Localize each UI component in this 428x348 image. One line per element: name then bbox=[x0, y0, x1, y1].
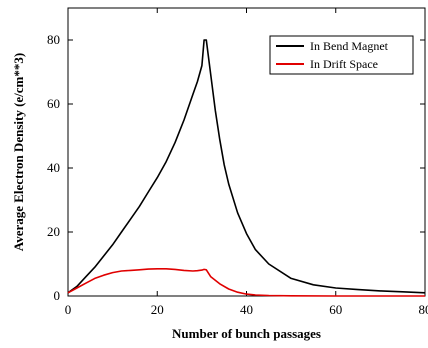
y-axis-title: Average Electron Density (e/cm**3) bbox=[11, 53, 26, 251]
series-line-in-drift-space bbox=[67, 267, 425, 297]
y-tick-label: 80 bbox=[47, 32, 60, 47]
legend: In Bend Magnet In Drift Space bbox=[269, 35, 414, 75]
x-tick-label: 80 bbox=[419, 302, 428, 317]
series-layer bbox=[67, 39, 426, 297]
axis-ticks: 0 20 40 60 80 0 20 40 60 80 bbox=[47, 8, 428, 317]
x-tick-label: 60 bbox=[329, 302, 342, 317]
series-line-in-bend-magnet bbox=[67, 39, 426, 294]
y-tick-label: 60 bbox=[47, 96, 60, 111]
legend-label-drift-space: In Drift Space bbox=[310, 57, 378, 71]
x-tick-label: 40 bbox=[240, 302, 253, 317]
x-tick-label: 20 bbox=[151, 302, 164, 317]
y-tick-label: 0 bbox=[54, 288, 61, 303]
y-tick-label: 20 bbox=[47, 224, 60, 239]
legend-label-bend-magnet: In Bend Magnet bbox=[310, 39, 389, 53]
x-axis-title: Number of bunch passages bbox=[172, 326, 321, 341]
legend-box bbox=[269, 35, 414, 75]
x-tick-label: 0 bbox=[65, 302, 72, 317]
y-tick-label: 40 bbox=[47, 160, 60, 175]
